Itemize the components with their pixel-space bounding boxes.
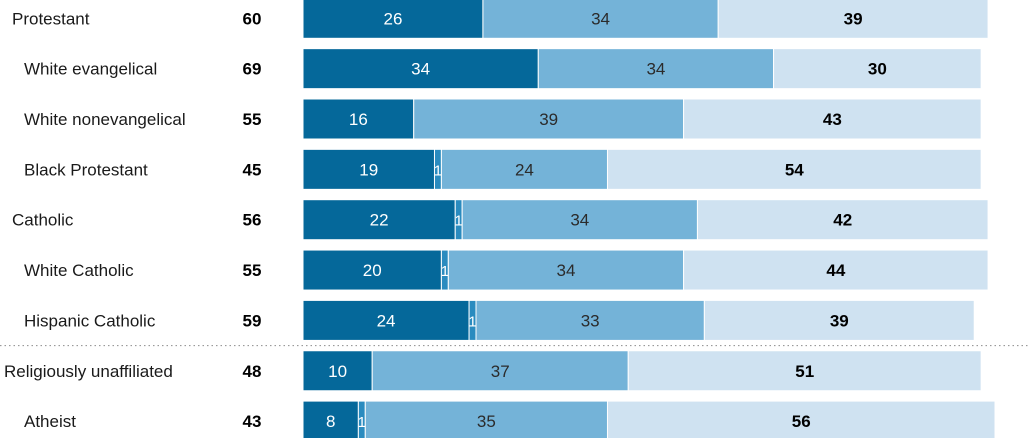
bar-row-protestant: Protestant 60 26 34 39 — [12, 0, 989, 39]
data-label-white-evangelical-s3: 34 — [646, 60, 665, 79]
data-label-hispanic-catholic-s1: 24 — [377, 311, 396, 330]
row-label-white-nonevangelical: White nonevangelical — [24, 110, 186, 129]
bar-row-hispanic-catholic: Hispanic Catholic 59 24 1 33 39 — [24, 299, 975, 341]
row-label-black-protestant: Black Protestant — [24, 160, 148, 179]
bar-segment-catholic-s3 — [461, 199, 698, 241]
data-label-white-nonevangelical-s4: 43 — [823, 110, 842, 129]
row-label-hispanic-catholic: Hispanic Catholic — [24, 311, 156, 330]
data-label-black-protestant-s3: 24 — [515, 160, 534, 179]
bar-segment-white-evangelical-s3 — [537, 48, 775, 90]
data-label-religiously-unaffiliated-s4: 51 — [795, 362, 814, 381]
bar-segment-hispanic-catholic-s1 — [302, 299, 470, 341]
net-value-religiously-unaffiliated: 48 — [243, 362, 262, 381]
data-label-white-catholic-s2: 1 — [441, 263, 449, 280]
bar-row-catholic: Catholic 56 22 1 34 42 — [12, 199, 989, 241]
data-label-religiously-unaffiliated-s1: 10 — [328, 362, 347, 381]
data-label-protestant-s4: 39 — [844, 9, 863, 28]
data-label-atheist-s1: 8 — [326, 412, 335, 431]
net-value-black-protestant: 45 — [243, 160, 262, 179]
net-value-white-nonevangelical: 55 — [243, 110, 262, 129]
bar-segment-protestant-s1 — [302, 0, 484, 39]
data-label-black-protestant-s4: 54 — [785, 160, 804, 179]
net-value-atheist: 43 — [243, 412, 262, 431]
data-label-protestant-s1: 26 — [383, 9, 402, 28]
bar-segment-hispanic-catholic-s3 — [475, 299, 705, 341]
bar-segment-atheist-s4 — [606, 400, 996, 438]
net-value-hispanic-catholic: 59 — [243, 311, 262, 330]
row-label-white-evangelical: White evangelical — [24, 60, 157, 79]
row-label-white-catholic: White Catholic — [24, 261, 134, 280]
data-label-white-nonevangelical-s3: 39 — [539, 110, 558, 129]
row-label-protestant: Protestant — [12, 9, 90, 28]
row-label-catholic: Catholic — [12, 211, 74, 230]
data-label-atheist-s2: 1 — [358, 414, 366, 431]
bar-segment-white-catholic-s4 — [683, 249, 989, 291]
data-label-white-catholic-s3: 34 — [556, 261, 575, 280]
data-label-white-evangelical-s1: 34 — [411, 60, 430, 79]
bar-segment-white-nonevangelical-s1 — [302, 98, 415, 140]
bar-segment-hispanic-catholic-s4 — [703, 299, 975, 341]
bar-row-atheist: Atheist 43 8 1 35 56 — [24, 400, 996, 438]
data-label-catholic-s3: 34 — [570, 211, 589, 230]
data-label-atheist-s3: 35 — [477, 412, 496, 431]
data-label-hispanic-catholic-s4: 39 — [830, 311, 849, 330]
bar-segment-white-nonevangelical-s3 — [413, 98, 685, 140]
data-label-black-protestant-s1: 19 — [359, 160, 378, 179]
data-label-atheist-s4: 56 — [792, 412, 811, 431]
data-label-catholic-s1: 22 — [370, 211, 389, 230]
bar-segment-white-catholic-s1 — [302, 249, 442, 291]
bar-segment-protestant-s4 — [717, 0, 989, 39]
bar-segment-white-evangelical-s4 — [773, 48, 982, 90]
data-label-hispanic-catholic-s3: 33 — [581, 311, 600, 330]
data-label-religiously-unaffiliated-s3: 37 — [491, 362, 510, 381]
data-label-hispanic-catholic-s2: 1 — [468, 313, 476, 330]
net-value-white-catholic: 55 — [243, 261, 262, 280]
bar-segment-protestant-s3 — [482, 0, 719, 39]
row-label-religiously-unaffiliated: Religiously unaffiliated — [4, 362, 173, 381]
data-label-protestant-s3: 34 — [591, 9, 610, 28]
bar-segment-black-protestant-s1 — [302, 148, 435, 190]
bar-row-white-evangelical: White evangelical 69 34 34 30 — [24, 48, 982, 90]
data-label-catholic-s2: 1 — [455, 213, 463, 230]
bar-segment-religiously-unaffiliated-s4 — [627, 350, 982, 392]
bar-row-white-nonevangelical: White nonevangelical 55 16 39 43 — [24, 98, 982, 140]
data-label-catholic-s4: 42 — [833, 211, 852, 230]
bar-segment-atheist-s3 — [364, 400, 608, 438]
row-label-atheist: Atheist — [24, 412, 76, 431]
bar-segment-white-nonevangelical-s4 — [683, 98, 982, 140]
net-value-catholic: 56 — [243, 211, 262, 230]
data-label-white-nonevangelical-s1: 16 — [349, 110, 368, 129]
data-label-white-catholic-s4: 44 — [826, 261, 845, 280]
data-label-white-evangelical-s4: 30 — [868, 60, 887, 79]
bar-segment-religiously-unaffiliated-s3 — [371, 350, 629, 392]
bar-segment-white-evangelical-s1 — [302, 48, 539, 90]
net-value-protestant: 60 — [243, 9, 262, 28]
data-label-white-catholic-s1: 20 — [363, 261, 382, 280]
bar-segment-black-protestant-s4 — [606, 148, 982, 190]
net-value-white-evangelical: 69 — [243, 60, 262, 79]
bar-row-religiously-unaffiliated: Religiously unaffiliated 48 10 37 51 — [4, 350, 982, 392]
bar-segment-catholic-s4 — [696, 199, 989, 241]
bar-row-white-catholic: White Catholic 55 20 1 34 44 — [24, 249, 989, 291]
bar-row-black-protestant: Black Protestant 45 19 1 24 54 — [24, 148, 982, 190]
data-label-black-protestant-s2: 1 — [434, 162, 442, 179]
